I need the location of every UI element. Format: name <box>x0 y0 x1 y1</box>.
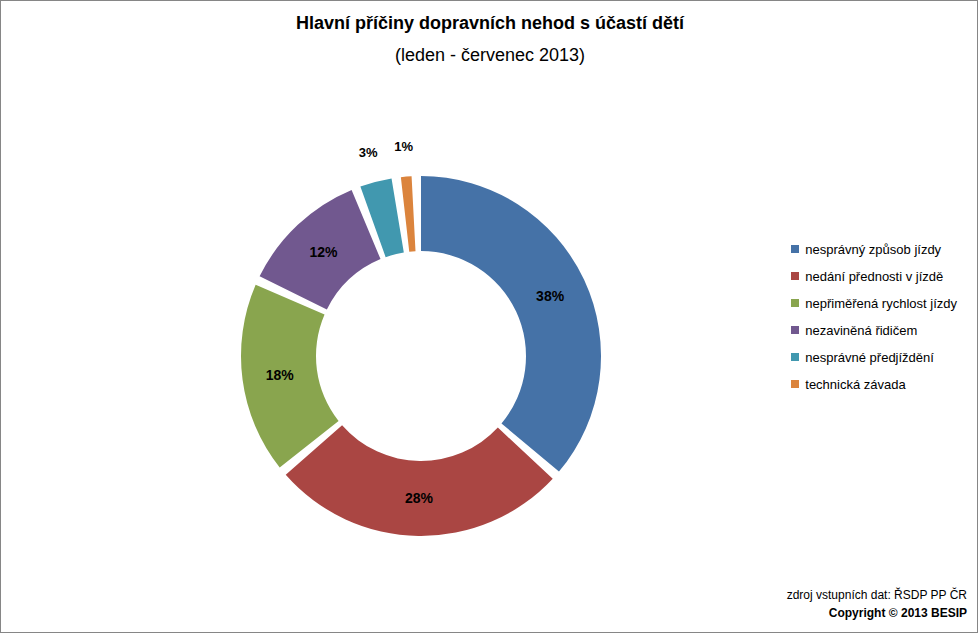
html-text:nepřiměřená rychlost jízdy: nepřiměřená rychlost jízdy <box>805 295 957 311</box>
svg-text:1%: 1% <box>394 139 413 154</box>
html-text:nedání přednosti v jízdě: nedání přednosti v jízdě <box>805 268 944 284</box>
svg-text:28%: 28% <box>405 490 434 506</box>
html-text:technická závada: technická závada <box>805 376 906 392</box>
html-text:nesprávné předjíždění: nesprávné předjíždění <box>805 349 934 365</box>
html-text:Hlavní příčiny dopravních neho: Hlavní příčiny dopravních nehod s účastí… <box>296 13 684 33</box>
svg-text:18%: 18% <box>266 367 295 383</box>
svg-text:3%: 3% <box>359 145 378 160</box>
svg-text:12%: 12% <box>309 244 338 260</box>
html-text:(leden - červenec 2013): (leden - červenec 2013) <box>394 45 585 65</box>
html-text:Copyright © 2013 BESIP: Copyright © 2013 BESIP <box>828 606 967 620</box>
svg-text:38%: 38% <box>536 288 565 304</box>
html-text:nesprávný způsob jízdy: nesprávný způsob jízdy <box>805 241 942 257</box>
html-text:zdroj vstupních dat: ŘSDP PP Č: zdroj vstupních dat: ŘSDP PP ČR <box>786 588 967 602</box>
html-text:nezaviněná řidičem: nezaviněná řidičem <box>805 322 918 338</box>
